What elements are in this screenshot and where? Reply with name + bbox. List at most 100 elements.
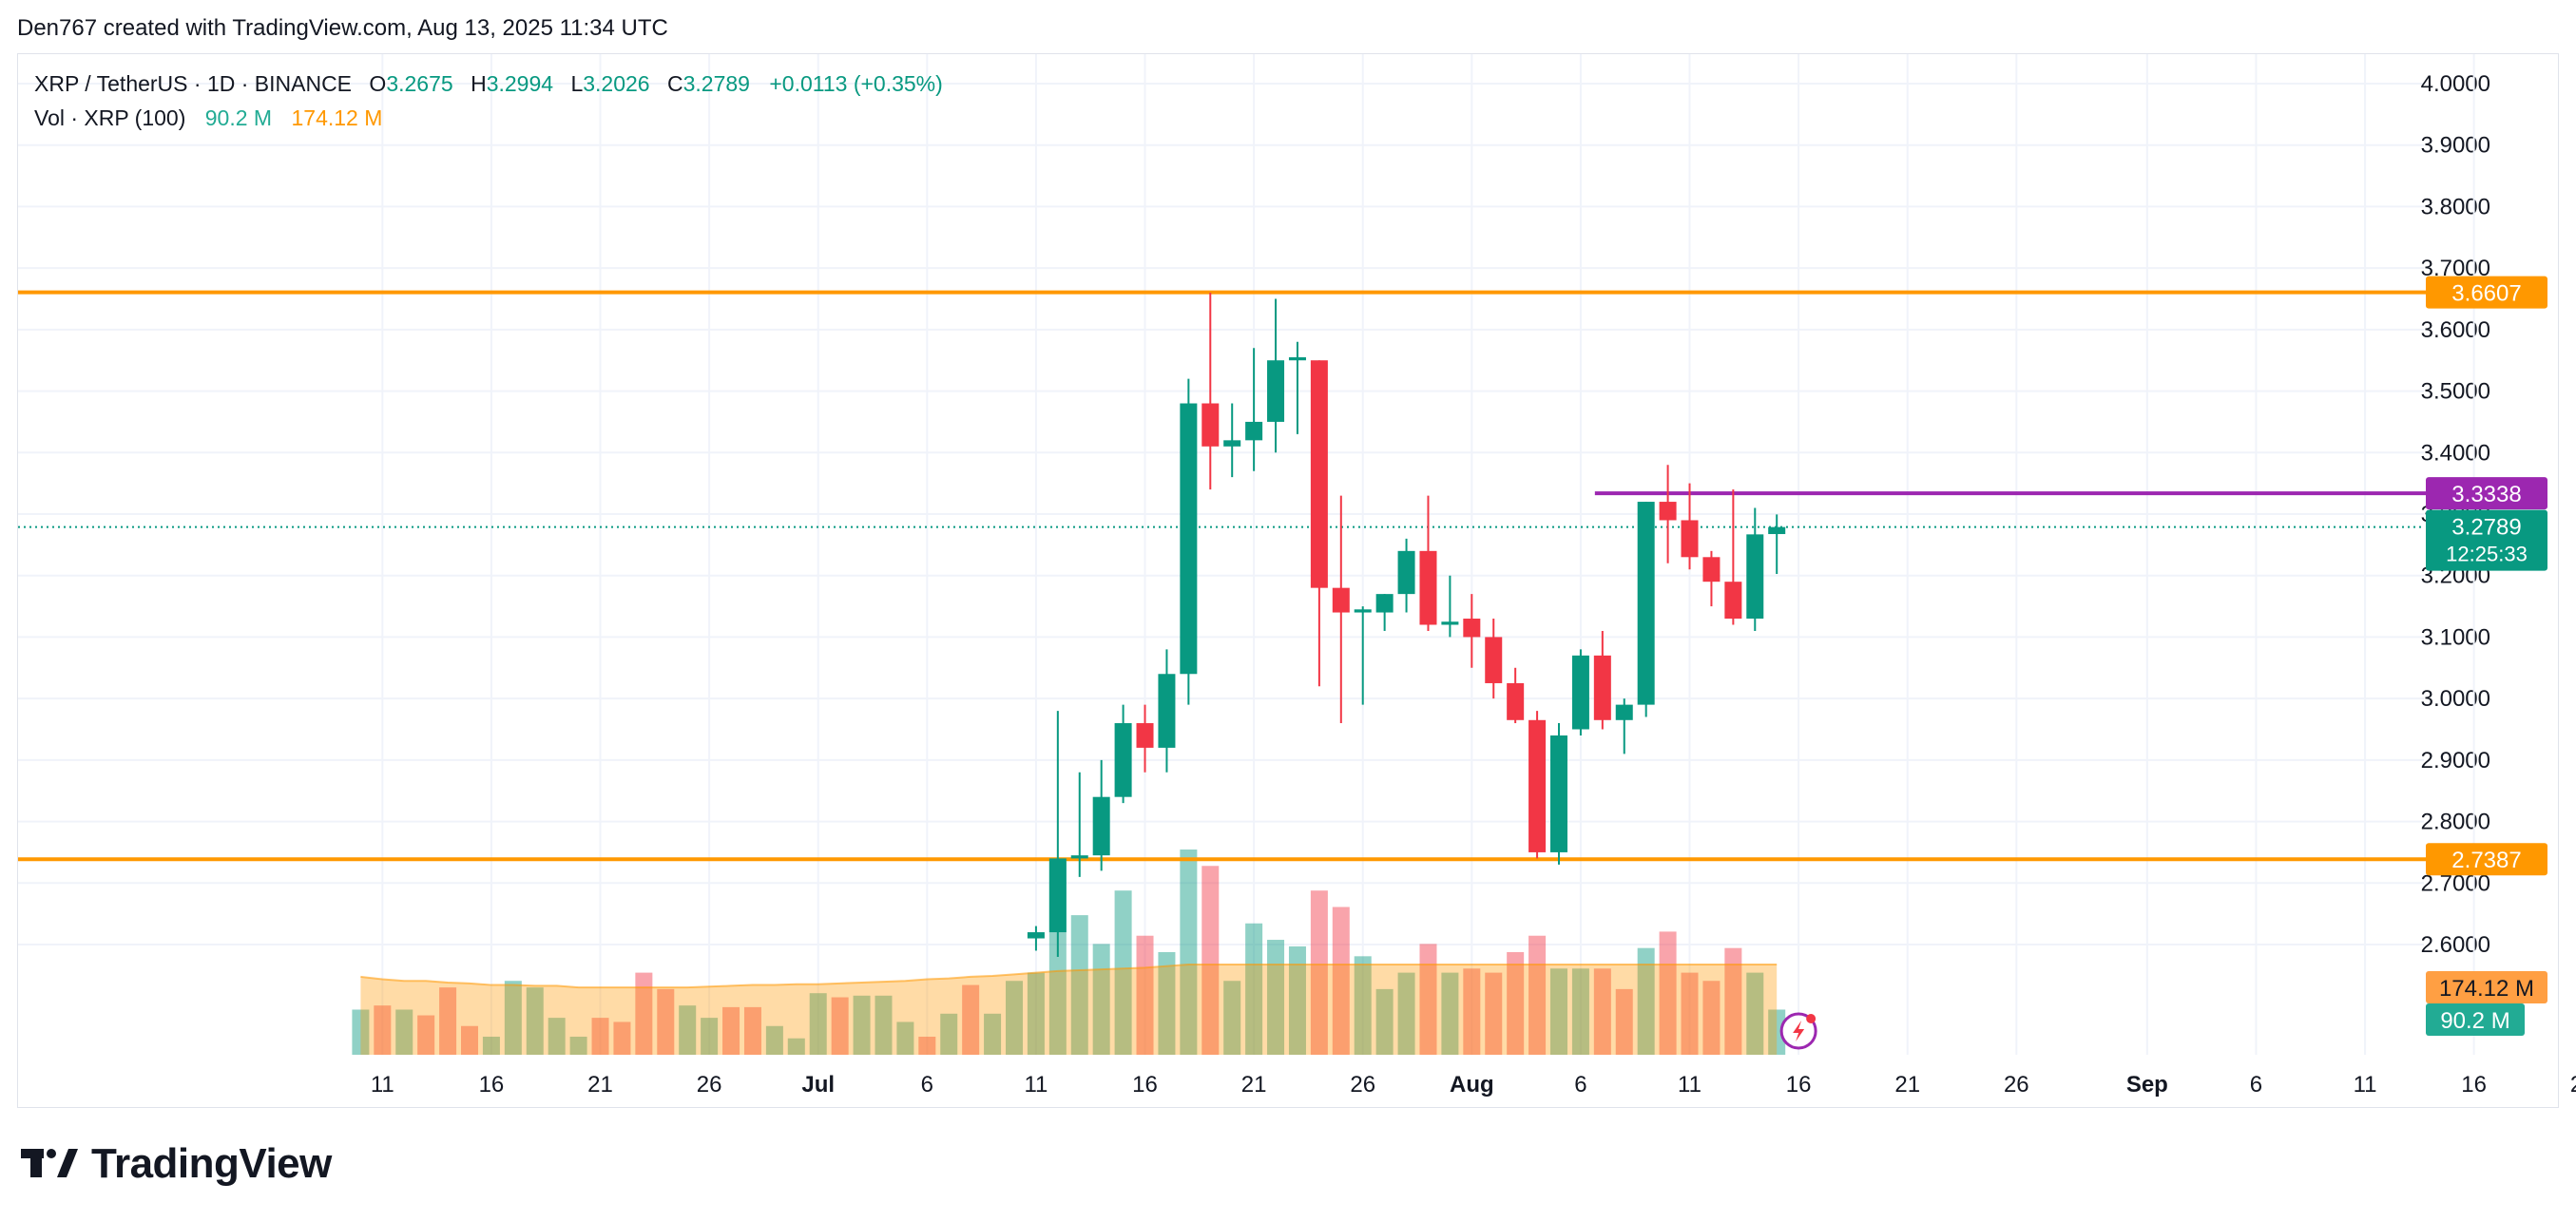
volume-bar [1746, 972, 1764, 1055]
x-tick-label: 6 [1574, 1072, 1586, 1098]
volume-bar [1593, 968, 1611, 1055]
y-tick-label: 4.0000 [2421, 71, 2490, 97]
legend-row-price: XRP / TetherUS · 1D · BINANCE O3.2675 H3… [34, 67, 943, 101]
volume-bar [1441, 972, 1459, 1055]
candle-body [1659, 502, 1677, 521]
candle-body [1310, 360, 1328, 588]
candle-body [1724, 582, 1742, 620]
candle-body [1746, 534, 1764, 620]
attribution-text: Den767 created with TradingView.com, Aug… [17, 15, 668, 41]
legend-volume-label[interactable]: Vol · XRP (100) [34, 105, 186, 130]
resistance-price-tag-bg [2426, 276, 2547, 309]
volume-bar [1659, 931, 1677, 1055]
candle-body [1550, 735, 1567, 852]
legend-high-label: H [471, 71, 487, 96]
volume-bar [1136, 935, 1154, 1055]
x-tick-label: 6 [921, 1072, 933, 1098]
candle-body [1615, 704, 1633, 720]
volume-bar [1528, 935, 1547, 1055]
x-tick-label: 26 [1350, 1072, 1375, 1098]
volume-bar [1245, 923, 1263, 1055]
legend-low-label: L [570, 71, 584, 96]
volume-bar [1463, 968, 1481, 1055]
support-price-tag: 2.7387 [2451, 848, 2521, 873]
volume-bar [439, 987, 457, 1055]
legend-volume: 90.2 M [204, 105, 273, 130]
legend-change: +0.0113 (+0.35%) [769, 71, 943, 96]
volume-bar [962, 984, 980, 1055]
volume-bar [1006, 981, 1023, 1055]
volume-bar [1550, 968, 1567, 1055]
volume-bar [548, 1018, 566, 1055]
volume-bar [635, 972, 653, 1055]
volume-bar [701, 1018, 719, 1055]
volume-bar [1681, 972, 1699, 1055]
candle-body [1768, 526, 1786, 535]
x-tick-label: 26 [2004, 1072, 2029, 1098]
volume-bar [1507, 952, 1525, 1055]
candle-body [1637, 502, 1655, 705]
vol-tag: 90.2 M [2440, 1008, 2509, 1034]
volume-bar [1768, 1009, 1786, 1055]
chart-frame[interactable] [17, 53, 2559, 1108]
volume-ma-area [360, 964, 1778, 1055]
volume-bar [1615, 988, 1633, 1055]
volume-bar [918, 1036, 936, 1055]
volume-bar [984, 1013, 1002, 1055]
candle-body [1528, 719, 1547, 852]
x-tick-label: Jul [801, 1072, 835, 1098]
x-tick-label: Aug [1450, 1072, 1494, 1098]
y-tick-label: 3.5000 [2421, 379, 2490, 405]
volume-bar [1485, 972, 1503, 1055]
volume-bar [657, 988, 675, 1055]
y-tick-label: 2.6000 [2421, 932, 2490, 958]
volume-bar [591, 1018, 609, 1055]
x-tick-label: 11 [371, 1072, 394, 1098]
volume-bar [395, 1009, 413, 1055]
legend-volume-ma: 174.12 M [291, 105, 383, 130]
y-tick-label: 3.0000 [2421, 686, 2490, 712]
x-tick-label: 11 [1024, 1072, 1048, 1098]
y-tick-label: 3.4000 [2421, 440, 2490, 466]
volume-bar [526, 987, 544, 1055]
candle-body [1354, 609, 1372, 613]
tradingview-brand[interactable]: TradingView [21, 1140, 332, 1188]
chart-legend: XRP / TetherUS · 1D · BINANCE O3.2675 H3… [34, 67, 943, 135]
tradingview-logo-icon [21, 1149, 78, 1177]
volume-bar [896, 1022, 914, 1055]
candle-body [1681, 520, 1699, 558]
x-tick-label: 16 [1132, 1072, 1158, 1098]
candle-body [1180, 403, 1198, 675]
lightning-bolt [1793, 1021, 1805, 1041]
volume-bar [1310, 890, 1328, 1055]
candle-body [1463, 619, 1481, 638]
x-tick-label: 11 [2354, 1072, 2377, 1098]
y-tick-label: 2.9000 [2421, 748, 2490, 773]
candle-body [1332, 587, 1350, 613]
legend-symbol[interactable]: XRP / TetherUS · 1D · BINANCE [34, 71, 353, 96]
volume-bar [831, 997, 849, 1055]
volume-bar [940, 1013, 958, 1055]
candle-body [1223, 440, 1241, 447]
x-tick-label: 21 [587, 1072, 613, 1098]
countdown-tag: 12:25:33 [2446, 543, 2528, 566]
volume-bar [809, 993, 827, 1055]
legend-close: 3.2789 [682, 71, 750, 96]
volume-bar [1571, 968, 1589, 1055]
volume-bar [787, 1038, 805, 1055]
candle-body [1507, 682, 1525, 720]
x-tick-label: 26 [697, 1072, 722, 1098]
volume-bar [765, 1025, 783, 1055]
candle-body [1441, 621, 1459, 625]
y-tick-label: 3.6000 [2421, 317, 2490, 343]
volume-bar [1702, 981, 1721, 1055]
legend-open-label: O [369, 71, 387, 96]
x-tick-label: 21 [1894, 1072, 1920, 1098]
legend-high: 3.2994 [486, 71, 554, 96]
volume-bar [504, 981, 522, 1055]
volume-bar [569, 1036, 587, 1055]
volume-bar [1092, 944, 1110, 1055]
x-tick-label: 21 [1241, 1072, 1267, 1098]
candle-body [1571, 655, 1589, 730]
